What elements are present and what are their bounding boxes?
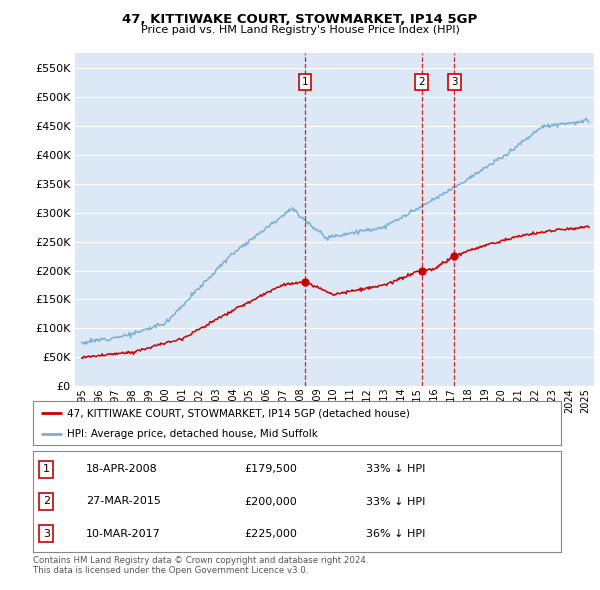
Text: Price paid vs. HM Land Registry's House Price Index (HPI): Price paid vs. HM Land Registry's House … [140,25,460,35]
Text: £179,500: £179,500 [244,464,297,474]
Text: This data is licensed under the Open Government Licence v3.0.: This data is licensed under the Open Gov… [33,566,308,575]
Text: 3: 3 [43,529,50,539]
Text: 47, KITTIWAKE COURT, STOWMARKET, IP14 5GP (detached house): 47, KITTIWAKE COURT, STOWMARKET, IP14 5G… [67,408,410,418]
Text: HPI: Average price, detached house, Mid Suffolk: HPI: Average price, detached house, Mid … [67,428,318,438]
Text: 1: 1 [302,77,308,87]
Text: Contains HM Land Registry data © Crown copyright and database right 2024.: Contains HM Land Registry data © Crown c… [33,556,368,565]
Text: 1: 1 [43,464,50,474]
Text: 10-MAR-2017: 10-MAR-2017 [86,529,161,539]
Text: 2: 2 [418,77,425,87]
Text: 33% ↓ HPI: 33% ↓ HPI [365,497,425,506]
Text: 2: 2 [43,497,50,506]
Text: 3: 3 [451,77,458,87]
Text: 27-MAR-2015: 27-MAR-2015 [86,497,161,506]
Text: £225,000: £225,000 [244,529,297,539]
Text: 18-APR-2008: 18-APR-2008 [86,464,158,474]
Text: 33% ↓ HPI: 33% ↓ HPI [365,464,425,474]
Text: £200,000: £200,000 [244,497,297,506]
Text: 47, KITTIWAKE COURT, STOWMARKET, IP14 5GP: 47, KITTIWAKE COURT, STOWMARKET, IP14 5G… [122,13,478,26]
Text: 36% ↓ HPI: 36% ↓ HPI [365,529,425,539]
